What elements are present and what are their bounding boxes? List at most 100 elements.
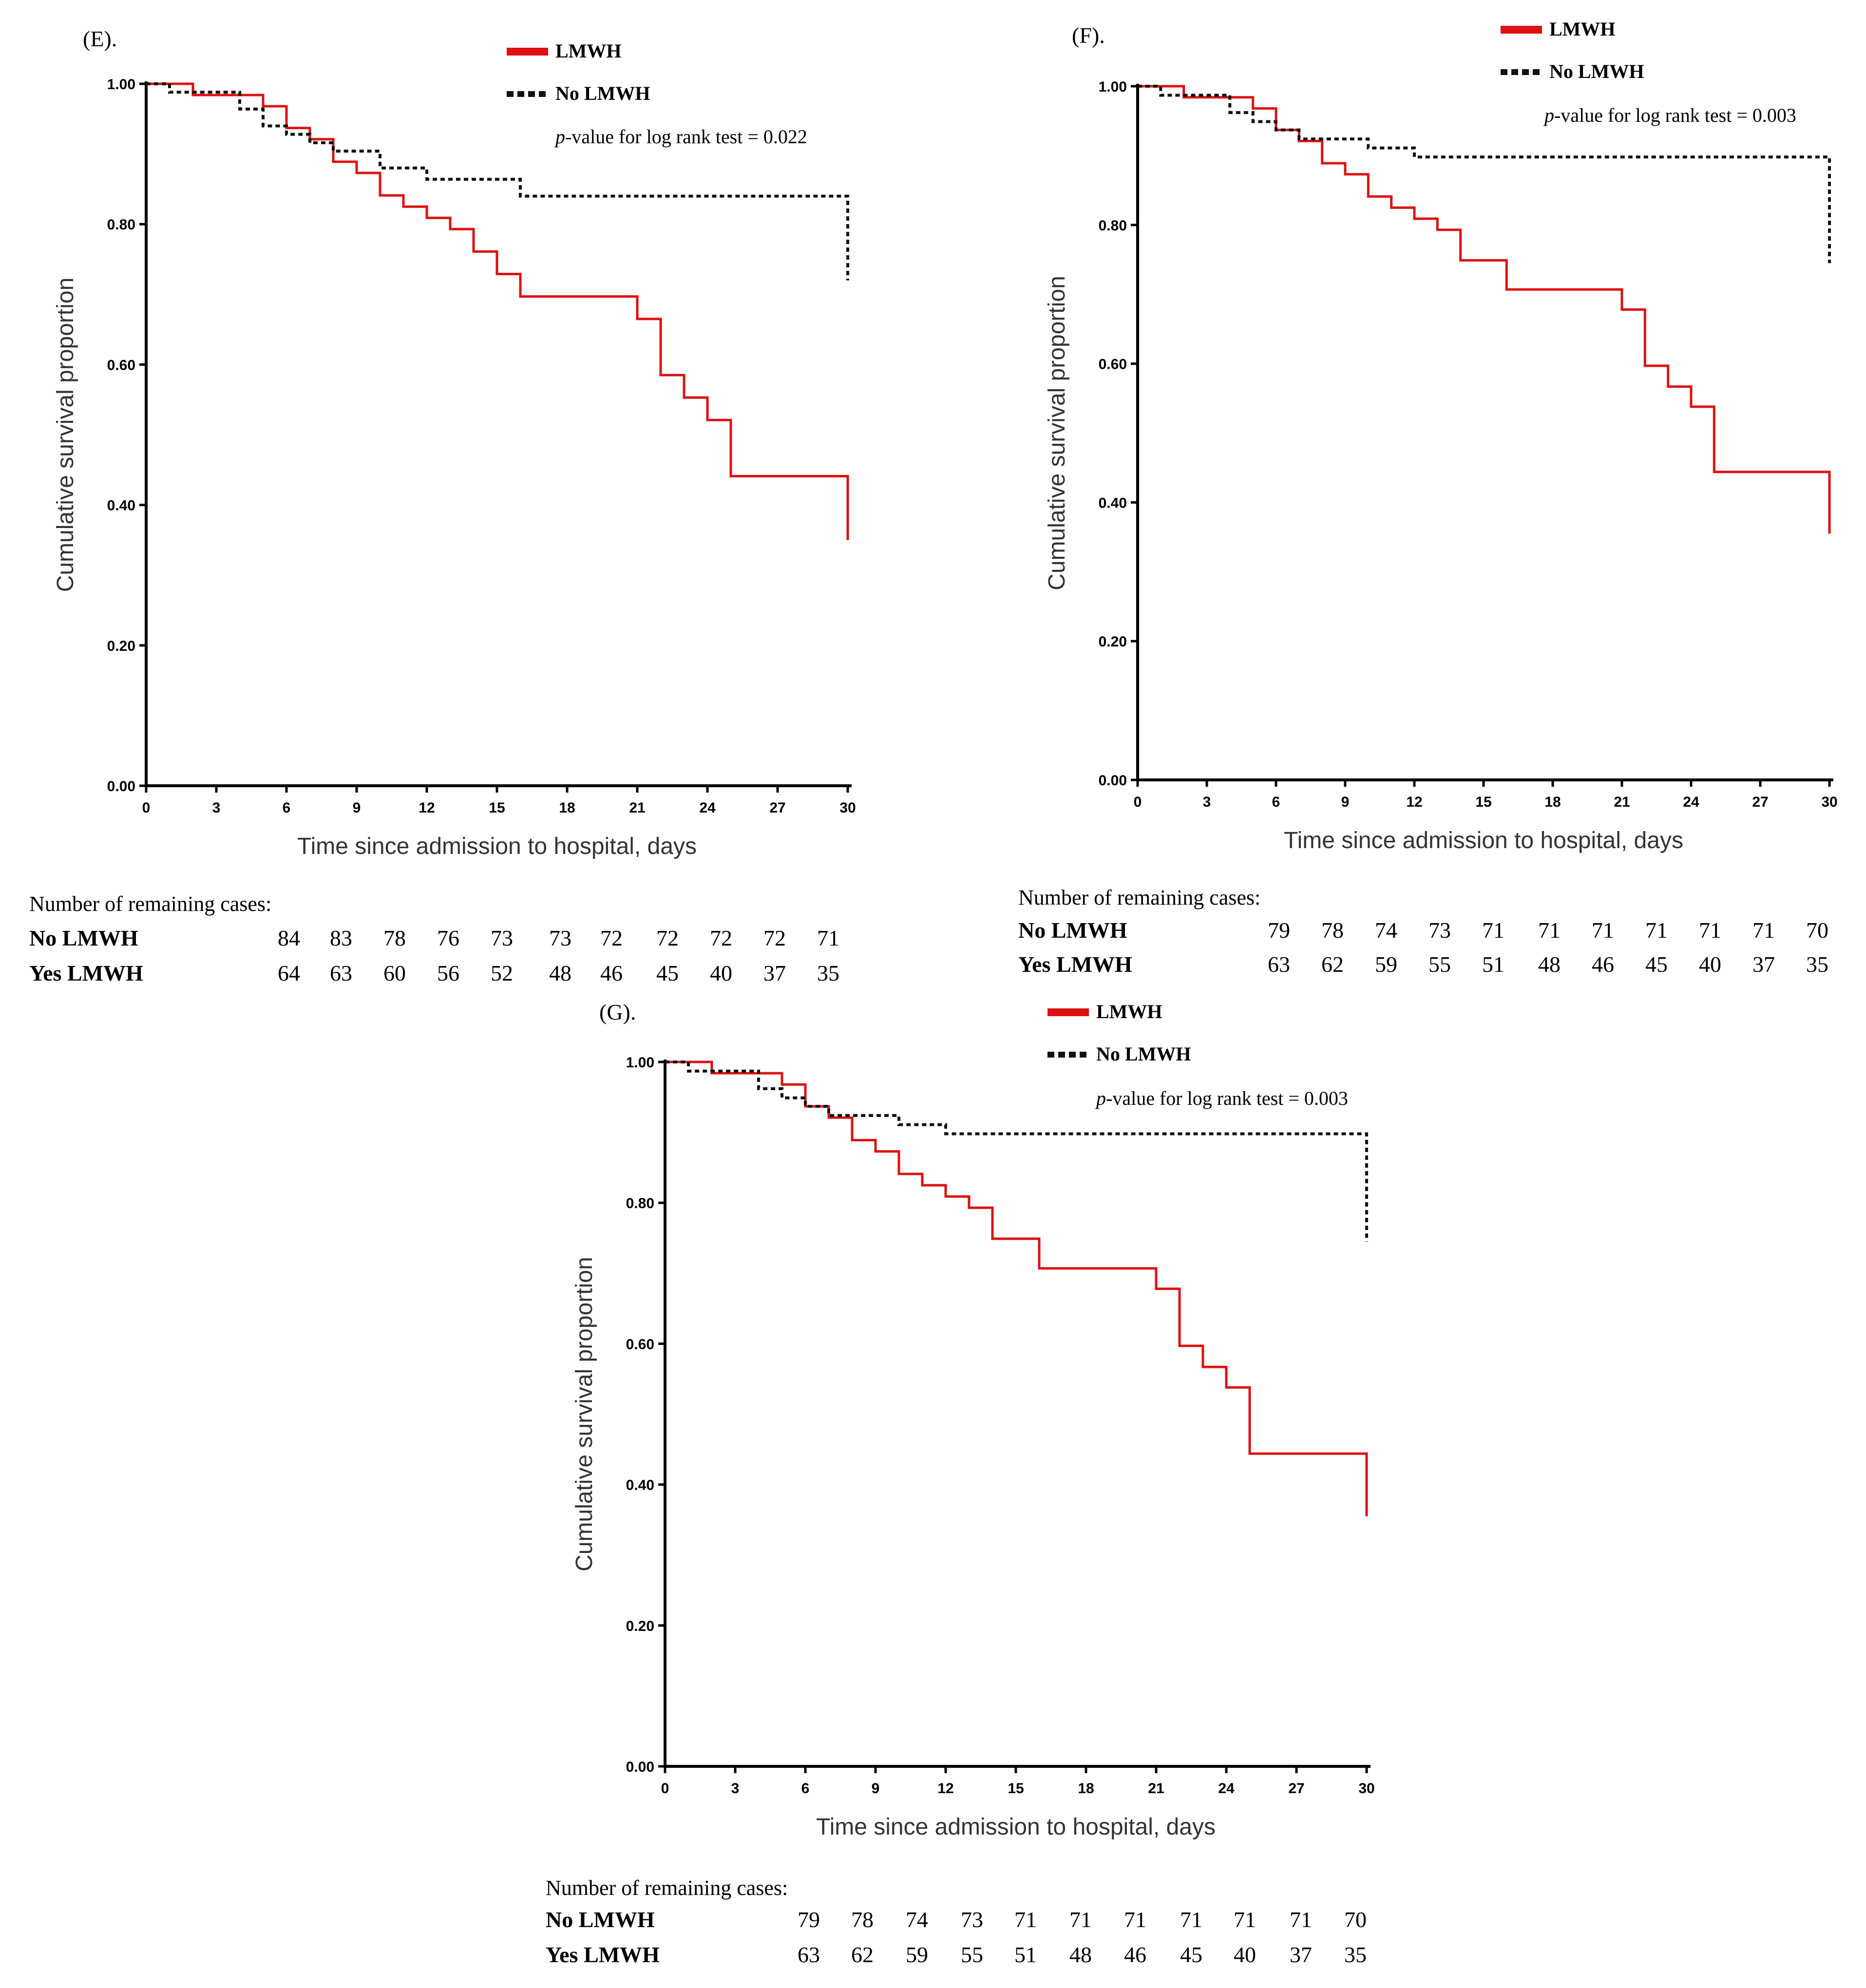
risk-cell: 35 bbox=[1806, 952, 1828, 977]
risk-cell: 46 bbox=[600, 961, 623, 985]
legend-label-lmwh: LMWH bbox=[1096, 1001, 1162, 1022]
risk-cell: 37 bbox=[1290, 1942, 1312, 1967]
series-line-no-lmwh bbox=[665, 1060, 1368, 1242]
risk-cell: 71 bbox=[1014, 1907, 1037, 1932]
y-tick-label: 0.40 bbox=[1099, 495, 1127, 511]
y-tick-label: 0.80 bbox=[107, 217, 135, 233]
y-tick-label: 1.00 bbox=[107, 76, 135, 93]
risk-cell: 72 bbox=[656, 926, 679, 950]
x-tick-label: 21 bbox=[1614, 794, 1630, 810]
risk-table-title: Number of remaining cases: bbox=[29, 892, 271, 916]
y-tick-label: 0.00 bbox=[107, 778, 135, 795]
y-tick-label: 0.20 bbox=[626, 1618, 654, 1634]
x-tick-label: 3 bbox=[212, 800, 221, 816]
y-tick-label: 0.60 bbox=[107, 357, 135, 373]
risk-cell: 78 bbox=[851, 1907, 874, 1932]
legend-label-lmwh: LMWH bbox=[1549, 18, 1616, 40]
risk-cell: 40 bbox=[1699, 952, 1721, 977]
legend-label-no-lmwh: No LMWH bbox=[1096, 1043, 1191, 1065]
risk-cell: 70 bbox=[1344, 1907, 1367, 1932]
risk-cell: 64 bbox=[278, 961, 300, 985]
x-axis-title: Time since admission to hospital, days bbox=[297, 833, 697, 859]
risk-cell: 78 bbox=[383, 926, 406, 950]
risk-cell: 74 bbox=[1375, 918, 1397, 943]
y-tick-label: 1.00 bbox=[1099, 79, 1127, 95]
risk-cell: 71 bbox=[1482, 918, 1504, 943]
risk-cell: 71 bbox=[1645, 918, 1668, 943]
y-tick-label: 0.00 bbox=[1099, 773, 1127, 789]
x-tick-label: 12 bbox=[937, 1780, 953, 1797]
risk-cell: 62 bbox=[851, 1942, 874, 1967]
risk-cell: 48 bbox=[549, 961, 571, 985]
x-tick-label: 18 bbox=[1544, 794, 1561, 810]
risk-table-title: Number of remaining cases: bbox=[546, 1876, 788, 1900]
km-panel-2: (G). 0.00 0.20 0.40 0.60 0.80 1.00 0 3 6 9 12 15 18 21… bbox=[546, 1000, 1375, 1967]
logrank-annotation: p-value for log rank test = 0.003 bbox=[1543, 104, 1796, 126]
risk-cell: 73 bbox=[491, 926, 513, 950]
x-tick-label: 3 bbox=[1203, 794, 1211, 810]
risk-cell: 71 bbox=[817, 926, 839, 950]
x-axis-title: Time since admission to hospital, days bbox=[816, 1814, 1216, 1840]
risk-cell: 63 bbox=[330, 961, 352, 985]
series-line-no-lmwh bbox=[146, 82, 849, 281]
risk-cell: 79 bbox=[798, 1907, 820, 1932]
risk-cell: 51 bbox=[1482, 952, 1504, 977]
y-tick-label: 1.00 bbox=[626, 1055, 654, 1071]
legend-label-no-lmwh: No LMWH bbox=[1549, 60, 1644, 82]
x-axis-title: Time since admission to hospital, days bbox=[1284, 828, 1683, 853]
legend-label-no-lmwh: No LMWH bbox=[555, 82, 650, 104]
x-tick-label: 9 bbox=[1341, 794, 1350, 810]
risk-cell: 71 bbox=[1592, 918, 1614, 943]
risk-cell: 71 bbox=[1538, 918, 1561, 943]
x-tick-label: 9 bbox=[872, 1780, 880, 1797]
legend-label-lmwh: LMWH bbox=[555, 40, 622, 62]
risk-row-label: No LMWH bbox=[546, 1907, 655, 1932]
y-axis-title: Cumulative survival proportion bbox=[53, 278, 78, 592]
x-tick-label: 6 bbox=[1272, 794, 1280, 810]
x-tick-label: 18 bbox=[1078, 1780, 1094, 1797]
risk-row-label: Yes LMWH bbox=[1018, 952, 1132, 977]
risk-table-title: Number of remaining cases: bbox=[1018, 886, 1260, 909]
km-panel-0: (E). 0.00 0.20 0.40 0.60 0.80 1.00 0 3 6 9 12 15 18 21… bbox=[29, 26, 856, 985]
y-tick-label: 0.40 bbox=[626, 1477, 654, 1494]
series-line-lmwh bbox=[1138, 85, 1831, 534]
risk-cell: 83 bbox=[330, 926, 352, 950]
x-tick-label: 9 bbox=[353, 800, 361, 816]
y-tick-label: 0.00 bbox=[626, 1759, 654, 1775]
risk-cell: 55 bbox=[1428, 952, 1451, 977]
panel-label: (E). bbox=[83, 26, 117, 51]
risk-cell: 52 bbox=[491, 961, 513, 985]
risk-row-label: Yes LMWH bbox=[29, 961, 143, 985]
x-tick-label: 3 bbox=[731, 1780, 740, 1797]
x-tick-label: 15 bbox=[1008, 1780, 1024, 1797]
x-tick-label: 27 bbox=[1752, 794, 1768, 810]
risk-row-label: No LMWH bbox=[1018, 918, 1127, 943]
risk-cell: 73 bbox=[1428, 918, 1451, 943]
x-tick-label: 24 bbox=[1683, 794, 1699, 810]
risk-cell: 37 bbox=[1752, 952, 1775, 977]
risk-cell: 40 bbox=[710, 961, 732, 985]
risk-cell: 73 bbox=[961, 1907, 983, 1932]
risk-cell: 71 bbox=[1752, 918, 1775, 943]
risk-cell: 45 bbox=[1180, 1942, 1202, 1967]
risk-cell: 71 bbox=[1180, 1907, 1202, 1932]
risk-cell: 40 bbox=[1234, 1942, 1256, 1967]
panel-label: (F). bbox=[1072, 23, 1105, 48]
risk-cell: 71 bbox=[1124, 1907, 1146, 1932]
y-tick-label: 0.20 bbox=[1099, 634, 1127, 650]
series-line-lmwh bbox=[665, 1060, 1368, 1516]
y-tick-label: 0.80 bbox=[626, 1195, 654, 1212]
risk-cell: 45 bbox=[656, 961, 679, 985]
x-tick-label: 18 bbox=[559, 800, 575, 816]
series-line-no-lmwh bbox=[1138, 85, 1831, 264]
risk-cell: 78 bbox=[1321, 918, 1344, 943]
x-tick-label: 30 bbox=[1358, 1780, 1374, 1797]
x-tick-label: 27 bbox=[769, 800, 785, 816]
y-axis-title: Cumulative survival proportion bbox=[1044, 276, 1070, 590]
risk-cell: 48 bbox=[1538, 952, 1561, 977]
series-line-lmwh bbox=[146, 82, 849, 540]
risk-cell: 55 bbox=[961, 1942, 983, 1967]
y-tick-label: 0.80 bbox=[1099, 218, 1127, 234]
risk-cell: 48 bbox=[1069, 1942, 1092, 1967]
